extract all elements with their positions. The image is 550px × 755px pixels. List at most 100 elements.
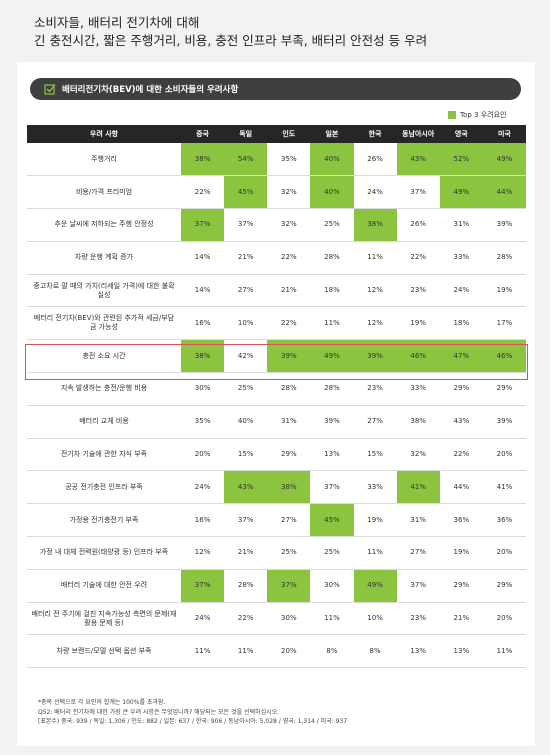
legend: Top 3 우려요인 xyxy=(448,109,506,121)
value-cell: 11% xyxy=(224,634,268,669)
table-row: 비용/가격 프리미엄 22% 45% 32% 40% 24% 37% 49% 44% xyxy=(27,175,526,210)
value-cell: 24% xyxy=(353,175,397,210)
row-label: 가정 내 대체 전력원(태양광 등) 인프라 부족 xyxy=(27,536,181,570)
value-cell: 29% xyxy=(267,438,311,472)
value-cell: 29% xyxy=(482,372,526,406)
value-cell: 31% xyxy=(267,405,311,439)
value-cell: 32% xyxy=(267,175,311,210)
value-cell: 45% xyxy=(224,175,268,210)
value-cell: 20% xyxy=(482,602,526,636)
value-cell: 27% xyxy=(396,536,440,570)
footnote: *중복 선택으로 각 요인의 합계는 100%를 초과함. xyxy=(38,699,166,706)
table-row: 배터리 전기차(BEV)와 관련된 추가적 세금/부담금 가능성 16% 10% 22… xyxy=(27,306,526,341)
value-cell: 8% xyxy=(310,634,354,669)
value-cell: 28% xyxy=(482,241,526,275)
section-title-bar: 배터리전기차(BEV)에 대한 소비자들의 우려사항 xyxy=(30,78,521,100)
column-header: 미국 xyxy=(482,125,526,143)
value-cell: 26% xyxy=(353,143,397,177)
value-cell: 41% xyxy=(482,470,526,505)
value-cell: 28% xyxy=(224,569,268,603)
value-cell: 40% xyxy=(310,143,354,177)
value-cell: 37% xyxy=(310,470,354,505)
row-label: 배터리 전 주기에 걸친 지속가능성 측면의 문제(재활용 문제 등) xyxy=(27,602,181,636)
value-cell: 49% xyxy=(310,339,354,374)
table-row: 차량 운행 계획 증가 14% 21% 22% 28% 11% 22% 33% 28% xyxy=(27,241,526,275)
value-cell: 38% xyxy=(396,405,440,439)
value-cell: 30% xyxy=(267,602,311,636)
column-header: 영국 xyxy=(439,125,483,143)
value-cell: 11% xyxy=(181,634,225,669)
value-cell: 37% xyxy=(267,569,311,603)
value-cell: 49% xyxy=(482,143,526,177)
value-cell: 13% xyxy=(396,634,440,669)
headline-line-1: 소비자들, 배터리 전기차에 대해 xyxy=(34,15,200,30)
value-cell: 12% xyxy=(353,306,397,341)
value-cell: 19% xyxy=(439,536,483,570)
value-cell: 49% xyxy=(353,569,397,603)
value-cell: 39% xyxy=(267,339,311,374)
value-cell: 27% xyxy=(224,274,268,308)
row-label: 전기차 기술에 관한 지식 부족 xyxy=(27,438,181,472)
legend-label: Top 3 우려요인 xyxy=(460,111,507,119)
value-cell: 20% xyxy=(181,438,225,472)
value-cell: 28% xyxy=(267,372,311,406)
table-row: 배터리 기술에 대한 안전 우려 37% 28% 37% 30% 49% 37% 29% 29% xyxy=(27,569,526,603)
value-cell: 45% xyxy=(310,503,354,538)
value-cell: 19% xyxy=(353,503,397,538)
row-label: 비용/가격 프리미엄 xyxy=(27,175,181,210)
table-row: 배터리 교체 비용 35% 40% 31% 39% 27% 38% 43% 39% xyxy=(27,405,526,439)
value-cell: 39% xyxy=(482,208,526,242)
value-cell: 25% xyxy=(224,372,268,406)
value-cell: 37% xyxy=(396,569,440,603)
footnotes: *중복 선택으로 각 요인의 합계는 100%를 초과함. Q52: 배터리 전… xyxy=(38,698,347,727)
table-row: 가정용 전기충전기 부족 16% 37% 27% 45% 19% 31% 36% 36% xyxy=(27,503,526,538)
value-cell: 11% xyxy=(482,634,526,669)
chart-panel: 배터리전기차(BEV)에 대한 소비자들의 우려사항 Top 3 우려요인 우려… xyxy=(17,62,535,746)
value-cell: 10% xyxy=(353,602,397,636)
value-cell: 15% xyxy=(224,438,268,472)
value-cell: 24% xyxy=(181,602,225,636)
value-cell: 25% xyxy=(267,536,311,570)
table-row: 중고차로 팔 때의 가치(리세일 가격)에 대한 불확실성 14% 27% 21% 18… xyxy=(27,274,526,308)
row-label: 주행거리 xyxy=(27,143,181,177)
checkbox-icon xyxy=(44,84,56,95)
value-cell: 38% xyxy=(181,339,225,374)
value-cell: 27% xyxy=(353,405,397,439)
value-cell: 37% xyxy=(181,569,225,603)
value-cell: 38% xyxy=(353,208,397,242)
value-cell: 23% xyxy=(396,274,440,308)
value-cell: 32% xyxy=(396,438,440,472)
value-cell: 14% xyxy=(181,241,225,275)
value-cell: 37% xyxy=(224,208,268,242)
value-cell: 52% xyxy=(439,143,483,177)
value-cell: 12% xyxy=(353,274,397,308)
value-cell: 16% xyxy=(181,503,225,538)
value-cell: 38% xyxy=(267,470,311,505)
value-cell: 43% xyxy=(224,470,268,505)
value-cell: 37% xyxy=(224,503,268,538)
table-row: 공공 전기충전 인프라 부족 24% 43% 38% 37% 33% 41% 44% 41% xyxy=(27,470,526,505)
table-row: 추운 날씨에 저하되는 주행 안정성 37% 37% 32% 25% 38% 26% 31% 3… xyxy=(27,208,526,242)
value-cell: 31% xyxy=(396,503,440,538)
value-cell: 22% xyxy=(181,175,225,210)
value-cell: 39% xyxy=(353,339,397,374)
value-cell: 54% xyxy=(224,143,268,177)
value-cell: 25% xyxy=(310,536,354,570)
value-cell: 41% xyxy=(396,470,440,505)
column-header: 한국 xyxy=(353,125,397,143)
value-cell: 15% xyxy=(353,438,397,472)
column-header: 독일 xyxy=(224,125,268,143)
value-cell: 21% xyxy=(224,241,268,275)
column-header: 인도 xyxy=(267,125,311,143)
row-label: 충전 소요 시간 xyxy=(27,339,181,374)
row-label: 추운 날씨에 저하되는 주행 안정성 xyxy=(27,208,181,242)
value-cell: 18% xyxy=(310,274,354,308)
section-title: 배터리전기차(BEV)에 대한 소비자들의 우려사항 xyxy=(62,85,239,95)
value-cell: 25% xyxy=(310,208,354,242)
value-cell: 37% xyxy=(181,208,225,242)
value-cell: 20% xyxy=(482,438,526,472)
headline-line-2: 긴 충전시간, 짧은 주행거리, 비용, 충전 인프라 부족, 배터리 안전성 … xyxy=(34,33,428,48)
row-label: 배터리 기술에 대한 안전 우려 xyxy=(27,569,181,603)
value-cell: 10% xyxy=(224,306,268,341)
value-cell: 49% xyxy=(439,175,483,210)
